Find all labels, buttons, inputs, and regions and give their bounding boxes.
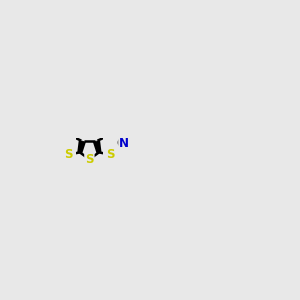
Text: C: C (116, 137, 125, 150)
Text: N: N (119, 137, 129, 150)
Text: S: S (64, 148, 73, 161)
Text: S: S (106, 148, 115, 161)
Text: S: S (85, 153, 94, 166)
